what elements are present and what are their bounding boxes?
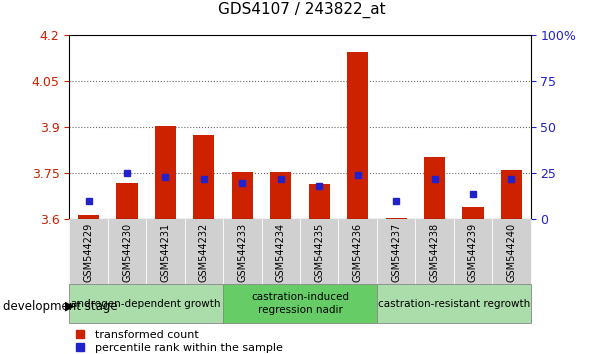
- Text: GSM544240: GSM544240: [507, 223, 516, 282]
- Bar: [270, 172, 291, 219]
- Bar: [377, 284, 531, 323]
- Text: ▶: ▶: [65, 300, 75, 313]
- Bar: [232, 172, 253, 219]
- Bar: [338, 219, 377, 285]
- Bar: [146, 219, 185, 285]
- Text: GSM544229: GSM544229: [84, 223, 93, 282]
- Bar: [385, 218, 406, 219]
- Text: castration-induced
regression nadir: castration-induced regression nadir: [251, 292, 349, 315]
- Text: GSM544230: GSM544230: [122, 223, 132, 282]
- Bar: [116, 183, 137, 219]
- Text: GSM544237: GSM544237: [391, 223, 401, 282]
- Bar: [78, 215, 99, 219]
- Bar: [492, 219, 531, 285]
- Bar: [223, 219, 262, 285]
- Bar: [415, 219, 453, 285]
- Bar: [69, 284, 223, 323]
- Text: GSM544231: GSM544231: [160, 223, 171, 282]
- Bar: [223, 284, 377, 323]
- Bar: [501, 170, 522, 219]
- Text: GDS4107 / 243822_at: GDS4107 / 243822_at: [218, 2, 385, 18]
- Text: androgen-dependent growth: androgen-dependent growth: [72, 298, 221, 309]
- Text: GSM544239: GSM544239: [468, 223, 478, 282]
- Bar: [309, 184, 330, 219]
- Text: GSM544234: GSM544234: [276, 223, 286, 282]
- Bar: [69, 219, 108, 285]
- Text: GSM544238: GSM544238: [429, 223, 440, 282]
- Text: GSM544236: GSM544236: [353, 223, 362, 282]
- Bar: [185, 219, 223, 285]
- Bar: [463, 207, 484, 219]
- Bar: [300, 219, 338, 285]
- Bar: [262, 219, 300, 285]
- Text: GSM544232: GSM544232: [199, 223, 209, 282]
- Bar: [155, 126, 176, 219]
- Text: development stage: development stage: [3, 300, 118, 313]
- Text: castration-resistant regrowth: castration-resistant regrowth: [377, 298, 530, 309]
- Legend: transformed count, percentile rank within the sample: transformed count, percentile rank withi…: [75, 330, 283, 353]
- Bar: [454, 219, 492, 285]
- Text: GSM544235: GSM544235: [314, 223, 324, 282]
- Bar: [347, 52, 368, 219]
- Bar: [108, 219, 146, 285]
- Bar: [377, 219, 415, 285]
- Bar: [424, 156, 445, 219]
- Text: GSM544233: GSM544233: [238, 223, 247, 282]
- Bar: [194, 135, 215, 219]
